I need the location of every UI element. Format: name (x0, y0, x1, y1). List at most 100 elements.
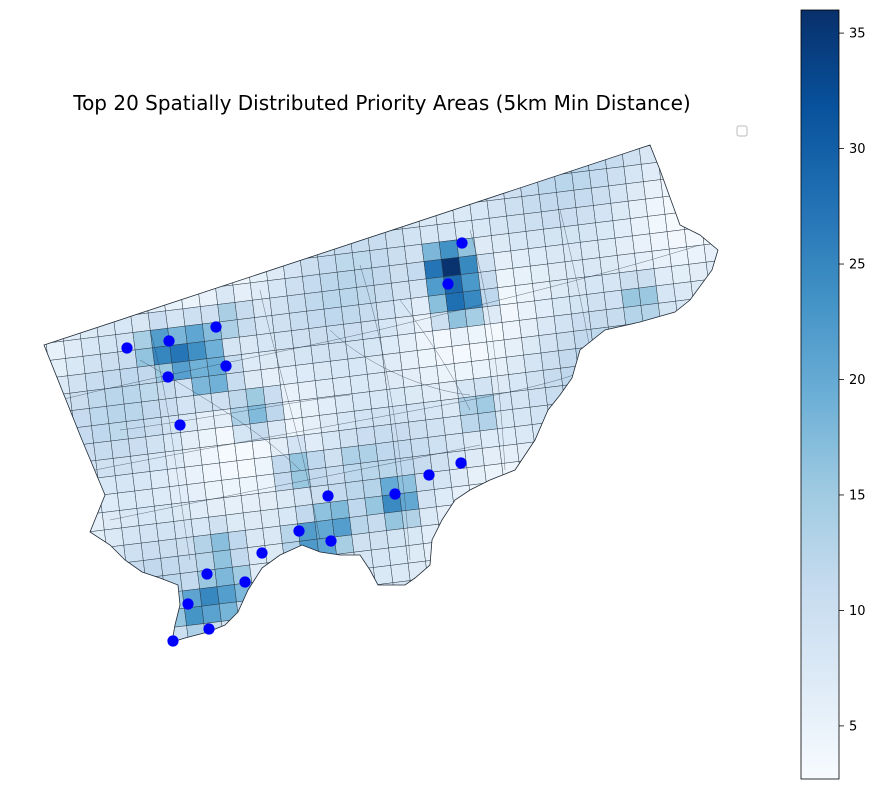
grid-cell (354, 145, 375, 147)
grid-cell (377, 458, 398, 479)
grid-cell (401, 650, 421, 670)
priority-points (121, 237, 468, 647)
grid-cell (454, 220, 475, 241)
grid-cell (586, 433, 607, 454)
grid-cell (645, 196, 666, 217)
grid-cell (477, 552, 498, 573)
grid-cell (464, 589, 485, 610)
grid-cell (694, 455, 715, 476)
grid-cell (132, 471, 153, 492)
grid-cell (432, 187, 453, 208)
grid-cell (391, 145, 412, 160)
grid-cell (518, 459, 539, 480)
grid-cell (329, 640, 350, 642)
grid-cell (273, 330, 294, 351)
grid-cell (397, 473, 418, 494)
grid-cell (640, 444, 661, 465)
grid-cell (206, 497, 227, 518)
grid-cell (64, 638, 85, 642)
priority-point (174, 419, 186, 431)
grid-cell (444, 573, 465, 594)
grid-cell (401, 508, 422, 529)
grid-cell (137, 223, 158, 244)
grid-cell (658, 300, 679, 321)
grid-cell (352, 250, 373, 271)
grid-cell (571, 170, 592, 191)
grid-cell (340, 586, 361, 607)
grid-cell (258, 208, 279, 229)
grid-cell (502, 179, 523, 200)
priority-point (442, 278, 454, 290)
grid-cell (188, 640, 209, 642)
grid-cell (21, 133, 41, 153)
grid-cell (605, 448, 626, 469)
grid-cell (126, 278, 147, 299)
grid-cell (624, 604, 645, 625)
grid-cell (93, 158, 114, 179)
grid-cell (302, 145, 323, 153)
grid-cell (392, 580, 413, 601)
map-layer (21, 133, 719, 670)
grid-cell (44, 501, 51, 522)
grid-cell (44, 167, 45, 188)
grid-cell (659, 459, 680, 480)
grid-cell (217, 302, 238, 323)
grid-cell (542, 367, 563, 388)
grid-cell (503, 478, 524, 499)
grid-cell (494, 550, 515, 571)
grid-cell (182, 306, 203, 327)
grid-cell (673, 281, 694, 302)
priority-point (325, 535, 337, 547)
grid-cell (225, 371, 246, 392)
grid-cell (44, 308, 45, 329)
grid-cell (548, 561, 569, 582)
grid-cell (497, 285, 518, 306)
priority-point (201, 568, 213, 580)
priority-point (423, 469, 435, 481)
grid-cell (395, 315, 416, 336)
grid-cell (115, 191, 136, 212)
grid-cell (328, 341, 349, 362)
grid-cell (413, 172, 434, 193)
grid-cell (56, 286, 77, 307)
grid-cell (113, 173, 134, 194)
grid-cell (388, 263, 409, 284)
grid-cell (160, 555, 181, 576)
grid-cell (334, 393, 355, 414)
grid-cell (391, 280, 412, 301)
grid-cell (76, 301, 97, 322)
grid-cell (47, 499, 68, 520)
grid-cell (44, 570, 59, 591)
grid-cell (299, 397, 320, 418)
grid-cell (659, 600, 680, 621)
grid-cell (329, 499, 350, 520)
grid-cell (421, 241, 442, 262)
grid-cell (145, 434, 166, 455)
grid-cell (59, 162, 80, 183)
grid-cell (415, 189, 436, 210)
grid-cell (621, 287, 642, 308)
grid-cell (44, 607, 46, 628)
grid-cell (690, 561, 711, 582)
grid-cell (714, 470, 718, 491)
grid-cell (189, 217, 210, 238)
grid-cell (674, 580, 695, 601)
grid-cell (93, 581, 114, 602)
grid-cell (608, 183, 629, 204)
grid-cell (299, 538, 320, 559)
grid-cell (664, 494, 685, 515)
grid-cell (447, 168, 468, 189)
grid-cell (237, 176, 258, 197)
grid-cell (204, 197, 225, 218)
grid-cell (425, 276, 446, 297)
grid-cell (162, 432, 183, 453)
grid-cell (303, 573, 324, 594)
grid-cell (54, 269, 75, 290)
grid-cell (445, 291, 466, 312)
grid-cell (475, 534, 496, 555)
grid-cell (102, 228, 123, 249)
grid-cell (609, 624, 630, 642)
grid-cell (577, 363, 598, 384)
grid-cell (409, 578, 430, 599)
grid-cell (438, 521, 459, 542)
